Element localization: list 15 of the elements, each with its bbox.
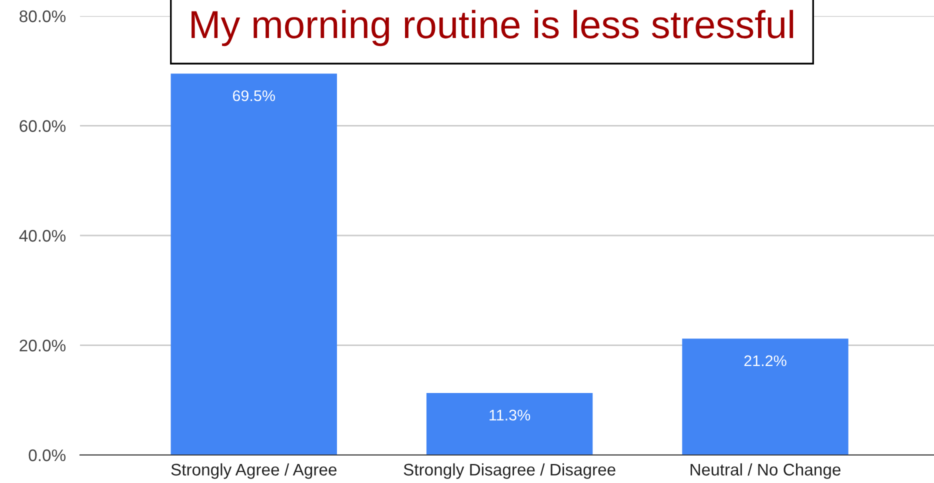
data-label: 11.3% <box>490 410 530 421</box>
y-tick-label: 0.0% <box>28 449 66 462</box>
y-tick-label: 40.0% <box>19 230 66 242</box>
bar <box>682 338 848 455</box>
data-label: 69.5% <box>232 90 275 102</box>
y-tick-label: 60.0% <box>20 120 66 132</box>
x-tick-label: Strongly Disagree / Disagree <box>404 463 616 479</box>
x-tick-label: Strongly Agree / Agree <box>171 463 337 479</box>
y-tick-label: 80.0% <box>20 10 66 22</box>
x-tick-label: Neutral / No Change <box>690 463 840 479</box>
chart-title: My morning routine is less stressful <box>192 10 794 46</box>
bar <box>426 392 593 455</box>
y-tick-label: 20.0% <box>20 340 66 352</box>
bar <box>170 74 337 455</box>
data-label: 21.2% <box>744 355 786 366</box>
